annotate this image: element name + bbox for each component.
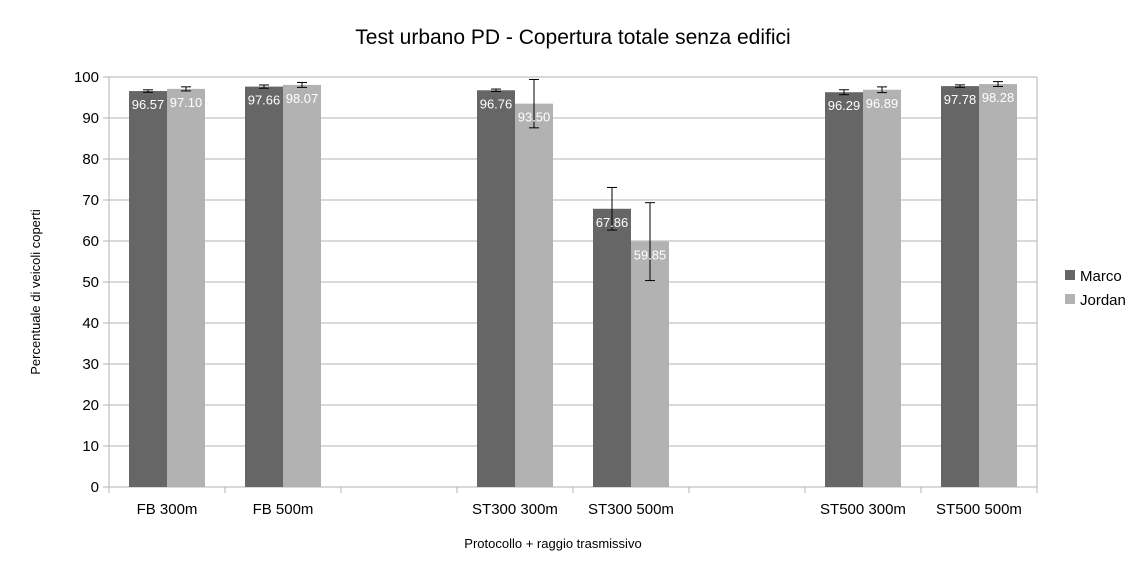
data-label: 97.10: [170, 95, 203, 110]
legend-label: Marco: [1080, 268, 1122, 285]
data-label: 98.07: [286, 91, 319, 106]
bar-marco: [477, 90, 515, 487]
data-label: 59.85: [634, 248, 667, 263]
x-tick-labels: FB 300m FB 500m ST300 300m ST300 500m ST500 …: [137, 501, 1022, 518]
y-tick-label: 80: [82, 151, 99, 168]
x-tick-label: ST300 300m: [472, 501, 558, 518]
x-axis-label: Protocollo + raggio trasmissivo: [464, 536, 641, 551]
y-tick-label: 30: [82, 356, 99, 373]
data-label: 96.57: [132, 97, 165, 112]
legend-swatch-jordan: [1065, 294, 1075, 304]
bar-jordan: [167, 88, 205, 487]
y-tick-label: 90: [82, 110, 99, 127]
x-tick-label: FB 500m: [253, 501, 314, 518]
y-tick-label: 40: [82, 315, 99, 332]
data-label: 97.66: [248, 93, 281, 108]
y-tick-label: 10: [82, 438, 99, 455]
data-label: 97.78: [944, 92, 977, 107]
y-tick-label: 20: [82, 397, 99, 414]
bar-jordan: [515, 103, 553, 488]
error-bars: [143, 78, 1003, 282]
y-tick-labels: 0 10 20 30 40 50 60 70 80 90 100: [74, 69, 99, 496]
x-tick-label: ST500 500m: [936, 501, 1022, 518]
legend-swatch-marco: [1065, 270, 1075, 280]
data-label: 96.76: [480, 96, 513, 111]
x-tick-label: ST500 300m: [820, 501, 906, 518]
data-label: 67.86: [596, 215, 629, 230]
y-tick-label: 0: [91, 479, 99, 496]
data-label: 93.50: [518, 110, 551, 125]
x-tick-label: FB 300m: [137, 501, 198, 518]
bar-jordan: [631, 241, 669, 487]
bar-marco: [245, 86, 283, 488]
bar-marco: [593, 208, 631, 488]
y-tick-label: 70: [82, 192, 99, 209]
bars: [129, 84, 1017, 488]
data-label: 96.29: [828, 98, 861, 113]
data-label: 96.89: [866, 96, 899, 111]
data-labels: 96.57 97.66 96.76 67.86 96.29 97.78 97.10 98.07…: [132, 90, 1015, 263]
y-tick-label: 50: [82, 274, 99, 291]
bar-jordan: [979, 84, 1017, 487]
legend-label: Jordan: [1080, 292, 1126, 309]
chart-title: Test urbano PD - Copertura totale senza …: [355, 26, 790, 49]
bar-marco: [825, 92, 863, 487]
y-axis-label: Percentuale di veicoli coperti: [28, 209, 43, 375]
bar-jordan: [863, 89, 901, 487]
data-label: 98.28: [982, 90, 1015, 105]
bar-marco: [941, 86, 979, 488]
bar-jordan: [283, 84, 321, 488]
y-tick-label: 60: [82, 233, 99, 250]
y-tick-label: 100: [74, 69, 99, 86]
x-tick-label: ST300 500m: [588, 501, 674, 518]
bar-marco: [129, 91, 167, 488]
legend: Marco Jordan: [1065, 268, 1126, 309]
